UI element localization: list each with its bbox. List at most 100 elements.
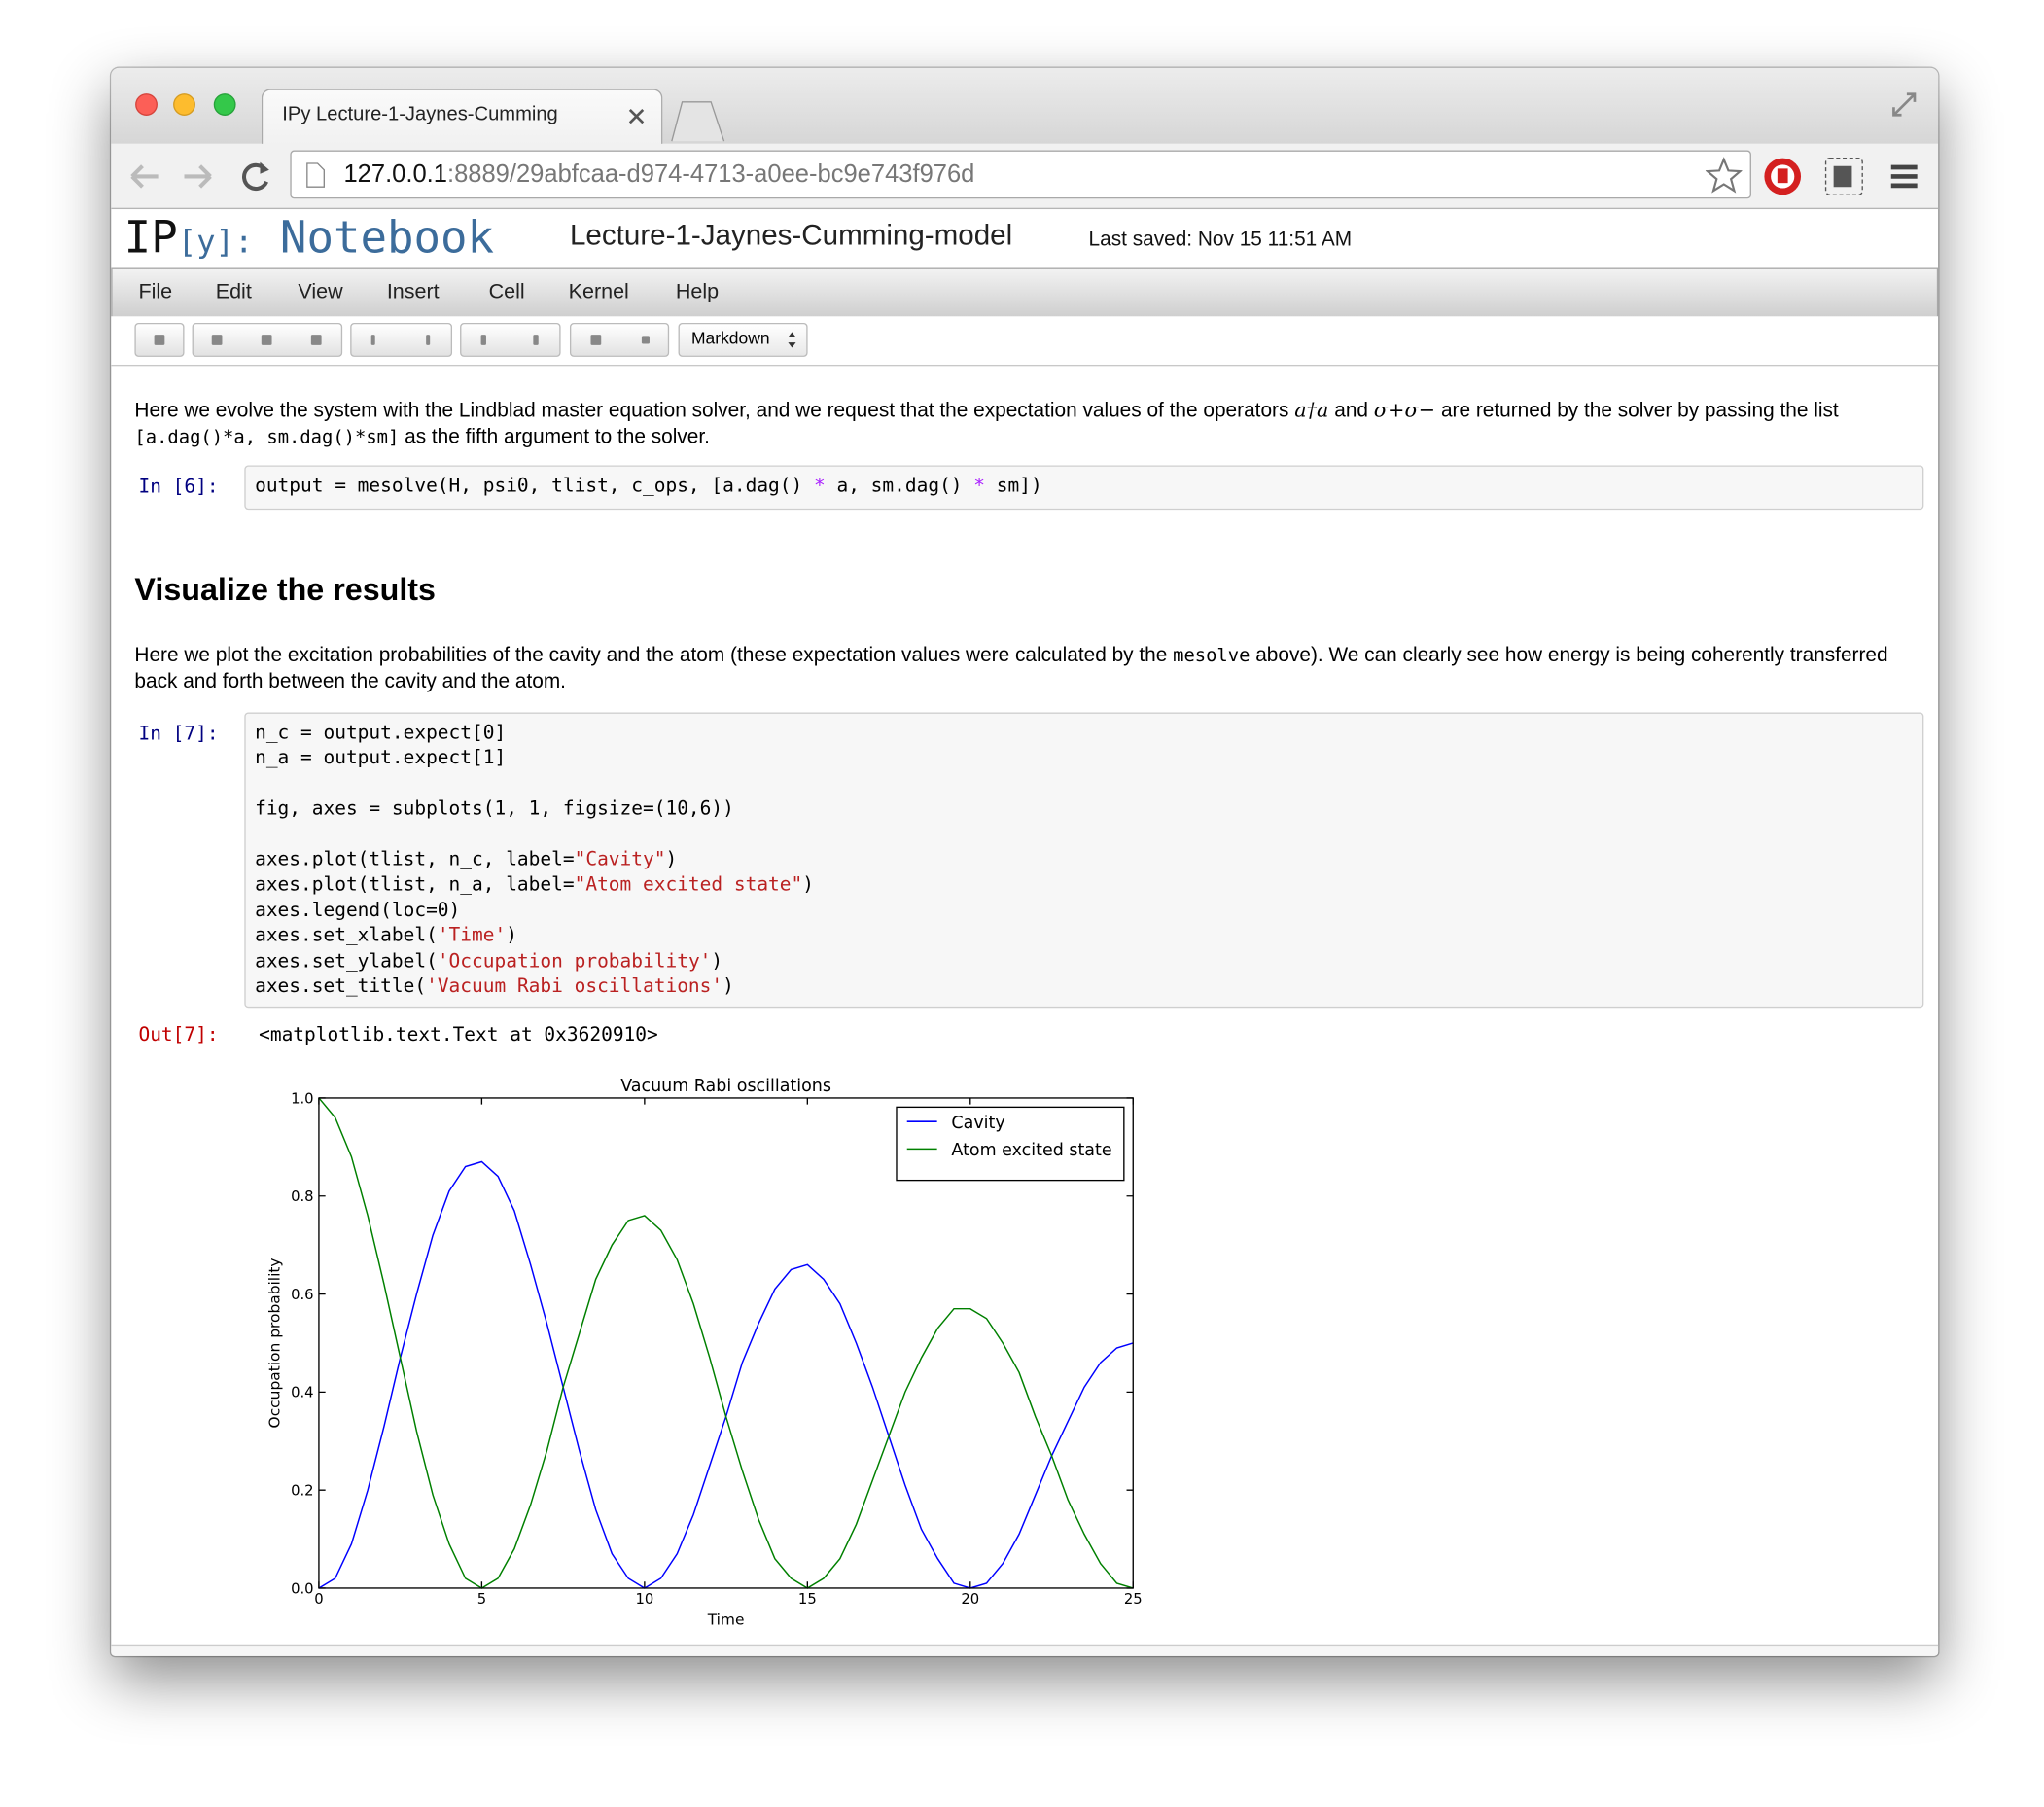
code-cell[interactable]: output = mesolve(H, psi0, tlist, c_ops, … [244, 465, 1924, 511]
x-axis-label: Time [707, 1612, 745, 1629]
move-group[interactable] [350, 322, 453, 357]
y-tick-label: 0.4 [291, 1385, 313, 1401]
nav-bar: 127.0.0.1:8889/29abfcaa-d974-4713-a0ee-b… [111, 143, 1939, 210]
code-line: output = mesolve(H, psi0, tlist, c_ops, … [255, 475, 1042, 500]
notebook-title[interactable]: Lecture-1-Jaynes-Cumming-model [569, 218, 1013, 252]
url-host: 127.0.0.1 [343, 160, 447, 189]
title-bar: IPy Lecture-1-Jaynes-Cumming [111, 67, 1939, 146]
code-token: 'Time' [437, 925, 507, 947]
y-tick-label: 1.0 [291, 1090, 313, 1107]
code-token: sm]) [985, 476, 1042, 497]
markdown-text: Here we evolve the system with the Lindb… [134, 398, 1919, 451]
reload-button[interactable] [242, 162, 269, 192]
tab-close[interactable] [628, 108, 645, 124]
insert-group[interactable] [460, 322, 561, 357]
logo-ip: IP [123, 211, 178, 265]
bookmark-star[interactable] [1705, 157, 1743, 194]
code-token: ) [506, 925, 517, 947]
code-line: axes.set_xlabel('Time') [255, 924, 517, 949]
new-tab[interactable] [666, 96, 731, 143]
y-tick-label: 0.6 [291, 1287, 313, 1303]
text-run: as the fifth argument to the solver. [399, 426, 710, 448]
y-tick-label: 0.0 [291, 1580, 313, 1597]
x-tick-label: 20 [961, 1591, 979, 1608]
code-token: ) [711, 950, 723, 973]
menu-icon[interactable] [1890, 164, 1918, 189]
data-line [318, 1097, 1134, 1589]
text-run: are returned by the solver by passing th… [1435, 400, 1839, 423]
cell-type-select[interactable]: Markdown [678, 322, 808, 357]
forward-button[interactable] [184, 164, 212, 189]
legend-label: Atom excited state [951, 1141, 1111, 1160]
run-group[interactable] [569, 322, 670, 357]
code-token: ) [722, 975, 734, 998]
cut-copy-paste-group[interactable] [192, 322, 343, 357]
code-line: axes.plot(tlist, n_c, label="Cavity") [255, 848, 677, 873]
fullscreen-icon[interactable] [1888, 89, 1920, 120]
code-token: axes.plot(tlist, n_a, label= [255, 874, 575, 897]
x-tick-label: 5 [477, 1591, 486, 1608]
code-token: ) [665, 849, 678, 871]
code-line: axes.plot(tlist, n_a, label="Atom excite… [255, 873, 814, 899]
chart-title: Vacuum Rabi oscillations [620, 1077, 831, 1096]
y-tick-label: 0.8 [291, 1188, 313, 1205]
code-token: n_a = output.expect[1] [255, 748, 507, 769]
code-token: * [973, 476, 986, 497]
text-run: Here we plot the excitation probabilitie… [134, 644, 1174, 667]
menu-item[interactable]: File [138, 280, 173, 303]
browser-window: IPy Lecture-1-Jaynes-Cumming 127.0.0.1:8… [111, 67, 1939, 1656]
y-tick-label: 0.2 [291, 1483, 313, 1500]
notebook-content: Here we evolve the system with the Lindb… [111, 366, 1939, 1656]
legend-label: Cavity [951, 1114, 1004, 1133]
code-line: n_c = output.expect[0] [255, 722, 506, 747]
inline-code: mesolve [1173, 645, 1251, 667]
code-cell[interactable]: n_c = output.expect[0] n_a = output.expec… [244, 712, 1924, 1009]
code-token: "Cavity" [574, 849, 666, 871]
zoom-button[interactable] [213, 93, 236, 116]
axes-frame [318, 1097, 1134, 1589]
tab-title: IPy Lecture-1-Jaynes-Cumming [282, 103, 558, 126]
logo-y: [y]: [177, 223, 254, 261]
output-text: <matplotlib.text.Text at 0x3620910> [259, 1024, 658, 1046]
code-token: 'Vacuum Rabi oscillations' [426, 975, 723, 998]
text-run: and [1328, 400, 1374, 423]
menu-item[interactable]: Help [675, 280, 720, 303]
back-button[interactable] [130, 164, 159, 189]
logo[interactable]: IP[y]: Notebook [124, 209, 494, 274]
text-run: above). We can clearly see how energy is… [134, 644, 1888, 693]
x-tick-label: 10 [635, 1591, 653, 1608]
heading: Visualize the results [134, 572, 436, 608]
address-bar[interactable]: 127.0.0.1:8889/29abfcaa-d974-4713-a0ee-b… [290, 150, 1751, 199]
x-tick-label: 0 [314, 1591, 323, 1608]
menu-item[interactable]: View [298, 280, 343, 303]
code-line: axes.legend(loc=0) [255, 899, 460, 924]
x-tick-label: 15 [798, 1591, 817, 1608]
menu-item[interactable]: Edit [215, 280, 252, 303]
code-token: axes.set_xlabel( [255, 925, 438, 947]
text-run: Here we evolve the system with the Lindb… [134, 400, 1295, 423]
legend-box [896, 1106, 1125, 1182]
menu-item[interactable]: Insert [386, 280, 440, 303]
code-token: "Atom excited state" [574, 874, 803, 897]
menu-item[interactable]: Cell [488, 280, 525, 303]
notebook-header: IP[y]: Notebook Lecture-1-Jaynes-Cumming… [111, 209, 1938, 267]
code-token: fig, axes = subplots(1, 1, figsize=(10,6… [255, 798, 734, 820]
code-token: n_c = output.expect[0] [255, 723, 507, 744]
evernote-icon[interactable] [1824, 157, 1863, 195]
code-token: axes.plot(tlist, n_c, label= [255, 849, 575, 871]
nav-buttons [130, 161, 269, 192]
inline-code: [a.dag()*a, sm.dag()*sm] [134, 427, 400, 448]
code-line: axes.set_title('Vacuum Rabi oscillations… [255, 975, 734, 1001]
menu-item[interactable]: Kernel [568, 280, 629, 303]
code-token: axes.set_title( [255, 975, 427, 998]
toolbar: Markdown [111, 316, 1939, 367]
minimize-button[interactable] [173, 93, 195, 116]
out-prompt: Out[7]: [138, 1024, 219, 1046]
tab[interactable]: IPy Lecture-1-Jaynes-Cumming [261, 89, 663, 146]
close-button[interactable] [135, 93, 158, 116]
code-token: ) [802, 874, 815, 897]
save-button[interactable] [134, 322, 185, 357]
code-line: n_a = output.expect[1] [255, 747, 506, 772]
